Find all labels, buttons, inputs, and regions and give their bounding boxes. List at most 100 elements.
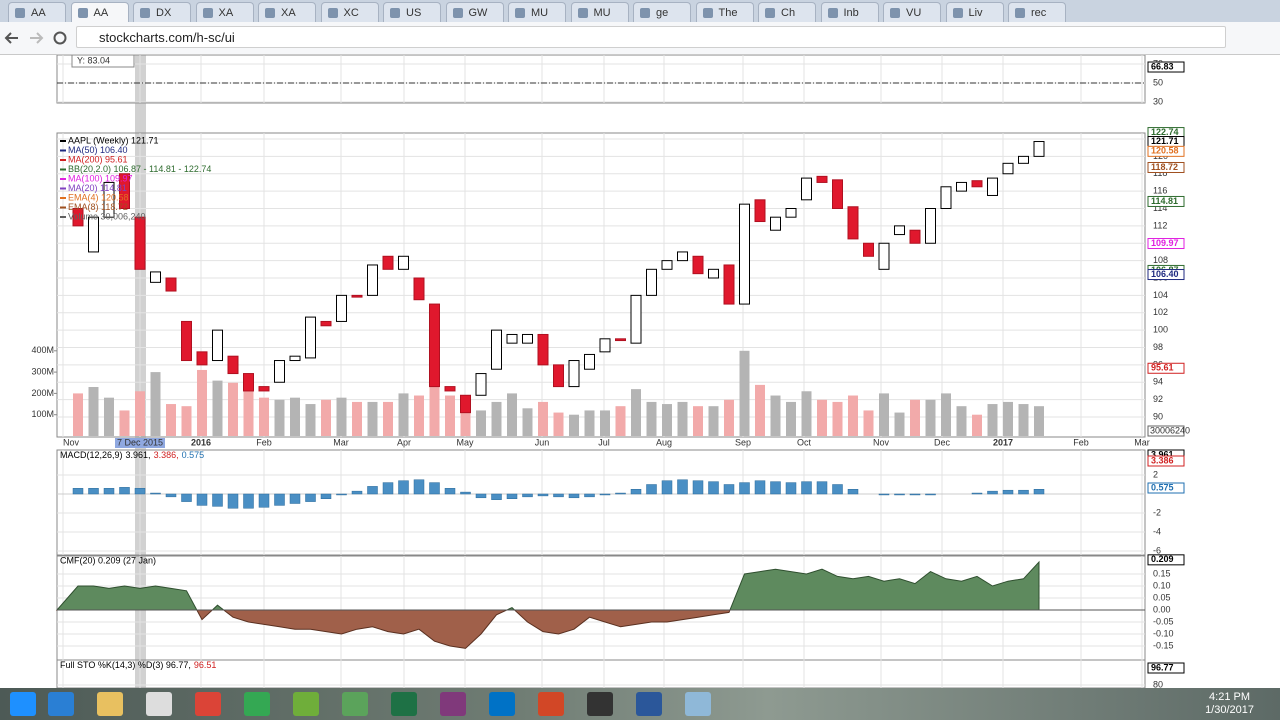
value-box: [1147, 145, 1185, 157]
app-icon[interactable]: [685, 692, 711, 716]
browser-tab[interactable]: XC: [320, 2, 379, 22]
value-box: [1147, 482, 1185, 494]
y-tick-label: 112: [1153, 220, 1167, 230]
histogram-bar: [987, 490, 998, 495]
value-box-label: 3.961: [1151, 449, 1174, 459]
legend-entry: Full STO %K(14,3) %D(3) 96.77,: [60, 660, 191, 670]
legend-entry: 3.961,: [126, 450, 151, 460]
legend-entry: 96.51: [194, 660, 217, 670]
legend-entry: MACD(12,26,9): [60, 450, 123, 460]
histogram-bar: [677, 479, 688, 495]
candle: [413, 277, 425, 301]
url-field[interactable]: stockcharts.com/h-sc/ui: [76, 26, 1226, 48]
outlook-icon[interactable]: [489, 692, 515, 716]
app-icon[interactable]: [293, 692, 319, 716]
browser-tab[interactable]: VU: [883, 2, 941, 22]
y-tick-label: 114: [1153, 203, 1167, 213]
y-tick-label: 0.00: [1153, 604, 1171, 614]
browser-tab[interactable]: DX: [133, 2, 191, 22]
y-tick-label: -6: [1153, 545, 1161, 555]
candle: [196, 351, 208, 366]
histogram-bar: [243, 493, 254, 509]
y-tick-label: 30: [1153, 96, 1163, 106]
explorer-icon[interactable]: [97, 692, 123, 716]
legend-entry: MA(200) 95.61: [68, 154, 128, 164]
browser-tab[interactable]: GW: [445, 2, 504, 22]
browser-tab[interactable]: AA: [70, 2, 129, 22]
browser-tab[interactable]: MU: [508, 2, 566, 22]
browser-tab[interactable]: Ch: [758, 2, 816, 22]
home-icon[interactable]: [146, 692, 172, 716]
histogram-bar: [274, 493, 285, 506]
ie-icon[interactable]: [48, 692, 74, 716]
legend-entry: AAPL (Weekly) 121.71: [68, 135, 159, 145]
start-button[interactable]: [10, 692, 36, 716]
volume-bar: [383, 401, 393, 436]
histogram-bar: [661, 480, 673, 495]
nav-buttons[interactable]: [0, 22, 70, 54]
histogram-bar: [227, 493, 239, 509]
candle: [863, 242, 874, 257]
candle: [553, 364, 564, 388]
histogram-bar: [878, 493, 890, 496]
histogram-bar: [398, 480, 409, 495]
value-box: [1147, 425, 1185, 437]
chrome-icon[interactable]: [195, 692, 221, 716]
x-tick-label: Aug: [656, 437, 672, 447]
candle: [894, 225, 905, 236]
histogram-bar: [506, 493, 518, 499]
candle: [398, 255, 409, 270]
x-tick-label: 7 Dec 2015: [117, 437, 163, 447]
browser-tab[interactable]: The: [695, 2, 754, 22]
histogram-bar: [382, 482, 394, 495]
browser-tab[interactable]: MU: [570, 2, 629, 22]
value-box-label: 118.72: [1151, 162, 1178, 172]
volume-bar: [569, 414, 579, 436]
powerpoint-icon[interactable]: [538, 692, 564, 716]
candle: [661, 260, 673, 270]
histogram-bar: [646, 484, 657, 495]
histogram-bar: [925, 493, 936, 496]
candle: [258, 386, 270, 392]
value-box-label: 121.71: [1151, 136, 1179, 146]
browser-tab[interactable]: US: [383, 2, 441, 22]
browser-tab[interactable]: Inb: [820, 2, 879, 22]
value-box-label: 122.74: [1151, 127, 1179, 137]
onenote-icon[interactable]: [440, 692, 466, 716]
browser-tab[interactable]: rec: [1008, 2, 1066, 22]
histogram-bar: [212, 493, 223, 507]
volume-bar: [259, 397, 269, 436]
browser-tab[interactable]: Liv: [945, 2, 1004, 22]
y-tick-label: 0.15: [1153, 568, 1171, 578]
browser-tab[interactable]: XA: [195, 2, 254, 22]
volume-bar: [398, 393, 409, 436]
obs-icon[interactable]: [587, 692, 613, 716]
candle: [367, 264, 378, 296]
histogram-bar: [708, 481, 719, 495]
histogram-bar: [429, 482, 440, 495]
histogram-bar: [119, 487, 130, 495]
x-tick-label: Sep: [735, 437, 751, 447]
volume-bar: [1003, 401, 1013, 436]
histogram-bar: [847, 489, 859, 495]
candle: [103, 181, 115, 218]
candle: [150, 271, 161, 283]
candle: [134, 216, 146, 270]
histogram-bar: [630, 489, 642, 495]
candle: [909, 229, 921, 244]
volume-bar: [693, 406, 703, 436]
y-tick-label: 90: [1153, 411, 1163, 421]
browser-tab[interactable]: XA: [258, 2, 316, 22]
app-icon[interactable]: [342, 692, 368, 716]
browser-tab[interactable]: AA: [8, 2, 66, 22]
volume-bar: [73, 393, 83, 436]
word-icon[interactable]: [636, 692, 662, 716]
volume-bar: [274, 399, 285, 436]
excel-icon[interactable]: [391, 692, 417, 716]
volume-bar: [724, 399, 734, 436]
browser-tab[interactable]: ge: [633, 2, 691, 22]
candle: [723, 264, 735, 305]
candle: [119, 173, 130, 209]
drive-icon[interactable]: [244, 692, 270, 716]
